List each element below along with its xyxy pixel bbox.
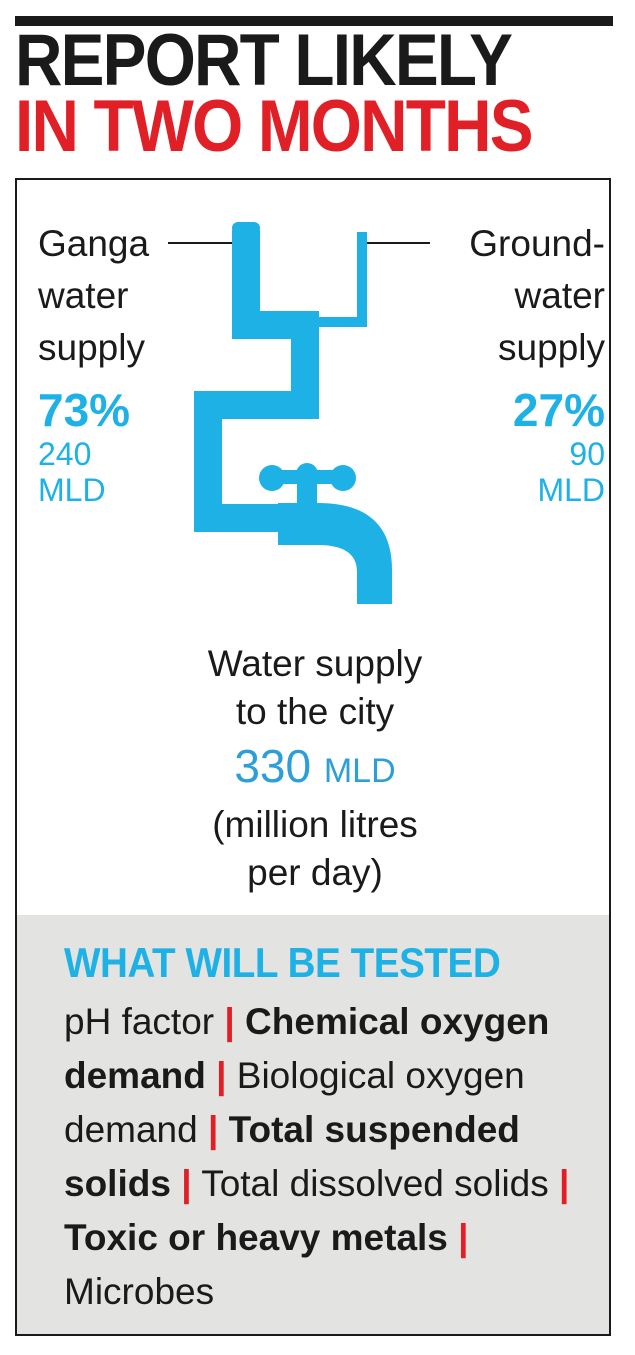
groundwater-volume-value: 90 bbox=[569, 436, 605, 472]
test-separator: | bbox=[224, 1001, 235, 1042]
top-rule bbox=[15, 16, 613, 26]
test-item: Total suspended solids bbox=[64, 1109, 520, 1204]
test-separator: | bbox=[208, 1109, 219, 1150]
test-item: pH factor bbox=[64, 1001, 215, 1042]
groundwater-label-line: supply bbox=[498, 327, 605, 368]
ganga-percent: 73% bbox=[38, 384, 131, 436]
city-supply-line-1: Water supply bbox=[207, 643, 423, 684]
valve-handle-bar bbox=[270, 470, 345, 484]
groundwater-volume-unit: MLD bbox=[537, 472, 605, 508]
city-supply-total-value: 330 bbox=[234, 740, 312, 792]
city-supply-summary: Water supply to the city 330 MLD (millio… bbox=[100, 640, 530, 897]
city-supply-line-2: to the city bbox=[235, 691, 395, 732]
headline-line-2: IN TWO MONTHS bbox=[15, 86, 534, 167]
test-item: Biological oxygen demand bbox=[64, 1055, 525, 1150]
city-supply-note-line-2: per day) bbox=[247, 852, 383, 893]
test-item: Total dissolved solids bbox=[201, 1163, 549, 1204]
headline-line-1: REPORT LIKELY bbox=[15, 20, 513, 101]
ganga-pipe-cap bbox=[232, 222, 260, 234]
test-item: Microbes bbox=[64, 1271, 215, 1312]
test-separator: | bbox=[458, 1217, 469, 1258]
test-item: Chemical oxygen demand bbox=[64, 1001, 550, 1096]
ganga-label: Ganga water supply bbox=[38, 218, 178, 374]
tests-title: WHAT WILL BE TESTED bbox=[64, 939, 501, 986]
ganga-label-line: supply bbox=[38, 327, 145, 368]
test-item: Toxic or heavy metals bbox=[64, 1217, 448, 1258]
ganga-volume: 240 MLD bbox=[38, 436, 106, 508]
groundwater-label: Ground- water supply bbox=[425, 218, 605, 374]
tap-spout-icon bbox=[278, 503, 392, 604]
ganga-volume-unit: MLD bbox=[38, 472, 106, 508]
ganga-pipe bbox=[194, 230, 319, 532]
groundwater-label-line: Ground- bbox=[469, 223, 605, 264]
groundwater-percent: 27% bbox=[512, 384, 605, 436]
ganga-label-line: water bbox=[38, 275, 129, 316]
tests-list: pH factor | Chemical oxygen demand | Bio… bbox=[64, 995, 594, 1319]
tests-panel: WHAT WILL BE TESTED pH factor | Chemical… bbox=[17, 915, 609, 1334]
city-supply-note-line-1: (million litres bbox=[212, 804, 418, 845]
water-tap-diagram bbox=[168, 222, 430, 604]
test-separator: | bbox=[216, 1055, 227, 1096]
infographic-frame bbox=[15, 178, 611, 1336]
groundwater-pipe bbox=[300, 232, 367, 327]
ganga-volume-value: 240 bbox=[38, 436, 92, 472]
ganga-label-line: Ganga bbox=[38, 223, 150, 264]
groundwater-label-line: water bbox=[514, 275, 605, 316]
headline: REPORT LIKELY IN TWO MONTHS bbox=[15, 20, 555, 167]
groundwater-volume: 90 MLD bbox=[537, 436, 605, 508]
test-separator: | bbox=[559, 1163, 570, 1204]
city-supply-total-unit: MLD bbox=[323, 752, 396, 790]
test-separator: | bbox=[181, 1163, 192, 1204]
city-supply-total: 330 MLD bbox=[100, 736, 530, 801]
